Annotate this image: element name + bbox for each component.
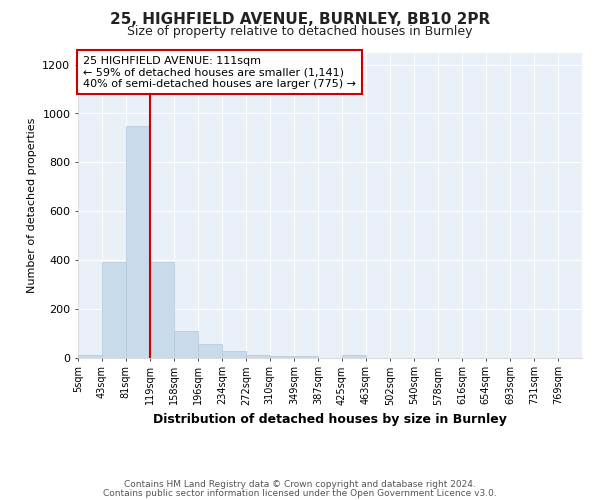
Bar [246, 355, 269, 358]
Text: 25, HIGHFIELD AVENUE, BURNLEY, BB10 2PR: 25, HIGHFIELD AVENUE, BURNLEY, BB10 2PR [110, 12, 490, 28]
Text: Size of property relative to detached houses in Burnley: Size of property relative to detached ho… [127, 25, 473, 38]
Bar [294, 356, 318, 358]
Bar [149, 262, 174, 358]
Text: Contains HM Land Registry data © Crown copyright and database right 2024.: Contains HM Land Registry data © Crown c… [124, 480, 476, 489]
Bar [126, 126, 149, 358]
Text: Contains public sector information licensed under the Open Government Licence v3: Contains public sector information licen… [103, 488, 497, 498]
Bar [269, 356, 294, 358]
Bar [198, 344, 222, 358]
Bar [102, 262, 126, 358]
Bar [342, 355, 366, 358]
Bar [174, 330, 198, 357]
X-axis label: Distribution of detached houses by size in Burnley: Distribution of detached houses by size … [153, 413, 507, 426]
Text: 25 HIGHFIELD AVENUE: 111sqm
← 59% of detached houses are smaller (1,141)
40% of : 25 HIGHFIELD AVENUE: 111sqm ← 59% of det… [83, 56, 356, 89]
Bar [78, 355, 102, 358]
Bar [222, 352, 246, 358]
Y-axis label: Number of detached properties: Number of detached properties [26, 118, 37, 292]
